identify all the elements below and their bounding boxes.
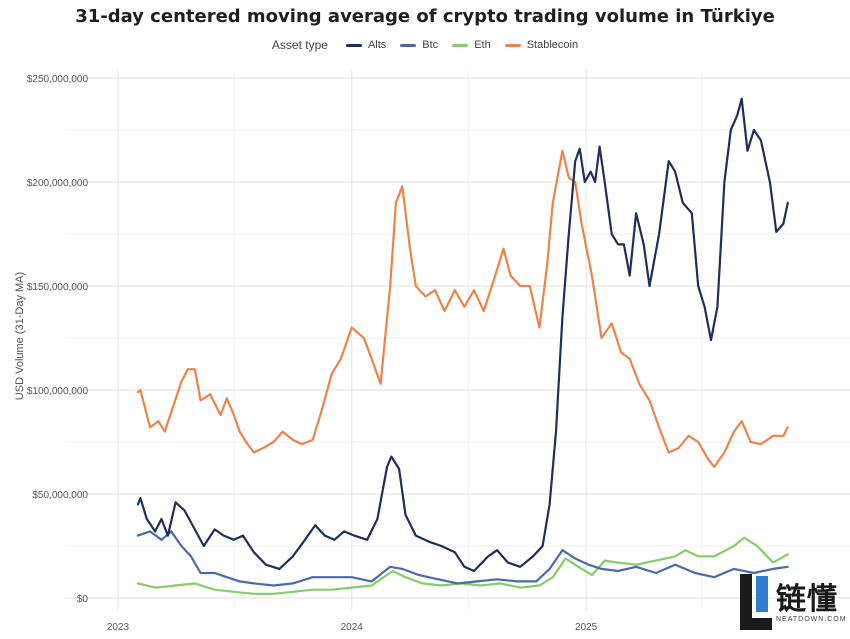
legend-label-btc: Btc	[422, 39, 439, 51]
legend: Asset type Alts Btc Eth Stablecoin	[0, 38, 850, 52]
legend-label-eth: Eth	[474, 39, 491, 51]
x-tick-labels: 2023 2024 2025	[107, 622, 598, 633]
series-line-stablecoin	[136, 149, 789, 469]
series-line-eth	[136, 536, 789, 595]
y-tick-label: $0	[77, 594, 89, 605]
chart-title: 31-day centered moving average of crypto…	[75, 6, 775, 27]
series-lines	[136, 97, 789, 595]
legend-item-stablecoin: Stablecoin	[504, 39, 579, 51]
watermark-logo-icon	[740, 574, 772, 630]
y-tick-label: $50,000,000	[32, 490, 88, 501]
series-line-alts	[136, 97, 789, 573]
watermark-text: 链懂	[776, 582, 838, 617]
legend-label-stablecoin: Stablecoin	[526, 39, 579, 51]
watermark: 链懂 NEATDOWN.COM	[738, 572, 846, 634]
legend-title: Asset type	[271, 38, 328, 52]
y-tick-labels: $0 $50,000,000 $100,000,000 $150,000,000 $20…	[27, 74, 89, 605]
legend-item-eth: Eth	[452, 39, 491, 51]
legend-item-alts: Alts	[345, 39, 387, 51]
series-line-btc	[136, 530, 789, 587]
x-tick-label: 2024	[341, 622, 364, 633]
legend-label-alts: Alts	[367, 39, 387, 51]
y-tick-label: $100,000,000	[27, 386, 89, 397]
legend-swatch-alts	[345, 43, 362, 47]
y-tick-label: $150,000,000	[27, 282, 89, 293]
x-tick-label: 2023	[107, 622, 130, 633]
legend-swatch-btc	[400, 43, 417, 47]
legend-swatch-eth	[452, 43, 469, 47]
legend-item-btc: Btc	[400, 39, 438, 51]
y-tick-label: $200,000,000	[27, 178, 89, 189]
watermark-subtext: NEATDOWN.COM	[776, 616, 847, 623]
x-tick-label: 2025	[575, 622, 598, 633]
legend-swatch-stablecoin	[504, 43, 521, 47]
y-tick-label: $250,000,000	[27, 74, 89, 85]
grid	[65, 70, 850, 610]
